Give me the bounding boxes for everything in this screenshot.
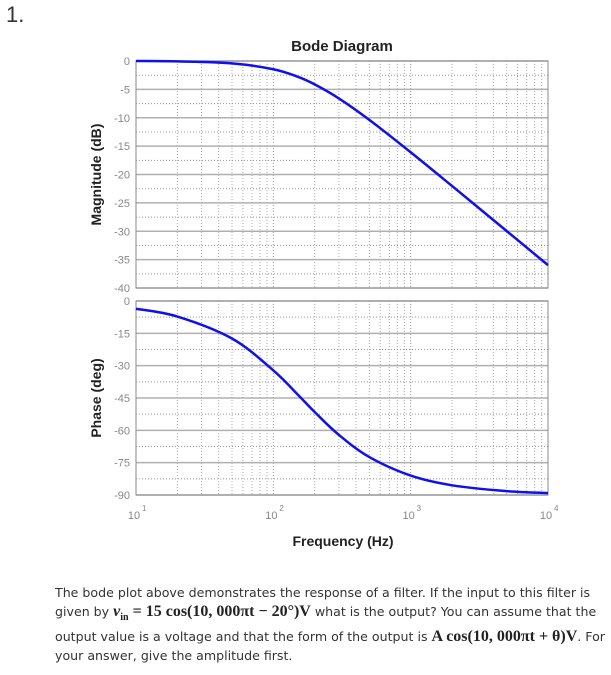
eq-var: v xyxy=(113,603,121,620)
y-tick-label: -15 xyxy=(114,328,130,340)
magnitude-curve xyxy=(135,59,549,267)
y-tick-label: 0 xyxy=(124,296,130,308)
bode-chart: 0 -5 -10 -15 -20 -25 -30 -35 -40 Magnitude (dB) Bo… xyxy=(88,38,559,549)
eq-sub: in xyxy=(120,612,129,624)
y-tick-label: -20 xyxy=(114,170,130,182)
x-tick-exponent: 1 xyxy=(142,504,147,513)
y-tick-label: -35 xyxy=(114,255,130,267)
x-tick-exponent: 3 xyxy=(417,504,422,513)
x-tick-exponent: 4 xyxy=(554,504,559,513)
x-tick-label: 10 xyxy=(540,510,552,522)
x-tick-label: 10 xyxy=(265,510,277,522)
eq-rest: = 15 cos(10, 000πt − 20°)V xyxy=(128,603,311,620)
x-tick-label: 10 xyxy=(128,510,140,522)
plot-border xyxy=(135,60,549,289)
question-text-part: what is the output? You can assume that … xyxy=(55,604,597,645)
y-tick-label: -10 xyxy=(114,113,130,125)
y-axis-label: Magnitude (dB) xyxy=(88,124,104,226)
question-text: The bode plot above demonstrates the res… xyxy=(55,583,605,665)
y-tick-label: -15 xyxy=(114,141,130,153)
y-tick-label: -45 xyxy=(114,393,130,405)
x-tick-exponent: 2 xyxy=(279,504,284,513)
phase-curve xyxy=(135,307,549,495)
x-tick-label: 10 xyxy=(403,510,415,522)
y-tick-label: -75 xyxy=(114,458,130,470)
y-tick-label: -5 xyxy=(120,84,130,96)
y-tick-label: -30 xyxy=(114,361,130,373)
y-tick-label: 0 xyxy=(124,56,130,68)
y-tick-label: -30 xyxy=(114,226,130,238)
y-tick-label: -60 xyxy=(114,425,130,437)
question-number: 1. xyxy=(6,2,25,27)
y-tick-label: -25 xyxy=(114,198,130,210)
y-tick-label: -40 xyxy=(114,283,130,295)
y-axis-label: Phase (deg) xyxy=(88,358,104,437)
x-axis-label: Frequency (Hz) xyxy=(292,533,393,549)
question-text-part: The bode plot above demonstrates the res… xyxy=(55,585,591,619)
question-text-part: . For your answer, give the amplitude fi… xyxy=(55,629,605,664)
plot-border xyxy=(135,300,549,496)
input-equation: vin = 15 cos(10, 000πt − 20°)V xyxy=(113,603,311,624)
output-form-equation: A cos(10, 000πt + θ)V xyxy=(431,628,578,646)
y-tick-label: -90 xyxy=(114,490,130,502)
chart-title: Bode Diagram xyxy=(291,38,393,55)
